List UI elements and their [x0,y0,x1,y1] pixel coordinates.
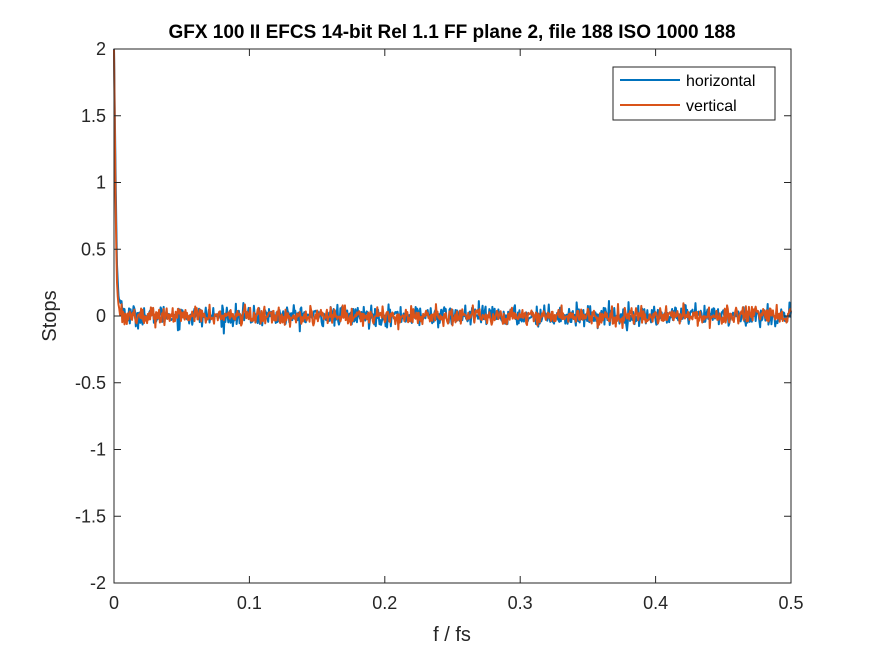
y-tick-label: 0.5 [81,239,106,259]
x-tick-label: 0.3 [508,593,533,613]
legend-box [612,66,776,121]
x-tick-label: 0.5 [778,593,803,613]
y-tick-label: 1.5 [81,106,106,126]
y-tick-label: 1 [96,173,106,193]
x-tick-label: 0.4 [643,593,668,613]
series-line-vertical [113,49,792,331]
legend: horizontal vertical [612,66,776,121]
x-axis-label: f / fs [433,624,471,646]
y-tick-label: -0.5 [75,373,106,393]
y-tick-label: 2 [96,39,106,59]
y-tick-label: -1 [90,440,106,460]
x-tick-label: 0.1 [237,593,262,613]
legend-label-horizontal: horizontal [686,73,755,90]
axes-layer: 0 0.1 0.2 0.3 0.4 0.5 2 1.5 1 0.5 0 -0.5 -1 -1.5 -2 [75,39,804,613]
y-tick-label: -1.5 [75,506,106,526]
y-tick-label: -2 [90,573,106,593]
y-tick-label: 0 [96,306,106,326]
y-axis-label: Stops [39,290,61,341]
x-tick-label: 0.2 [372,593,397,613]
chart-title: GFX 100 II EFCS 14-bit Rel 1.1 FF plane … [168,22,735,43]
series-layer [113,48,792,335]
x-tick-label: 0 [109,593,119,613]
legend-label-vertical: vertical [686,98,737,115]
